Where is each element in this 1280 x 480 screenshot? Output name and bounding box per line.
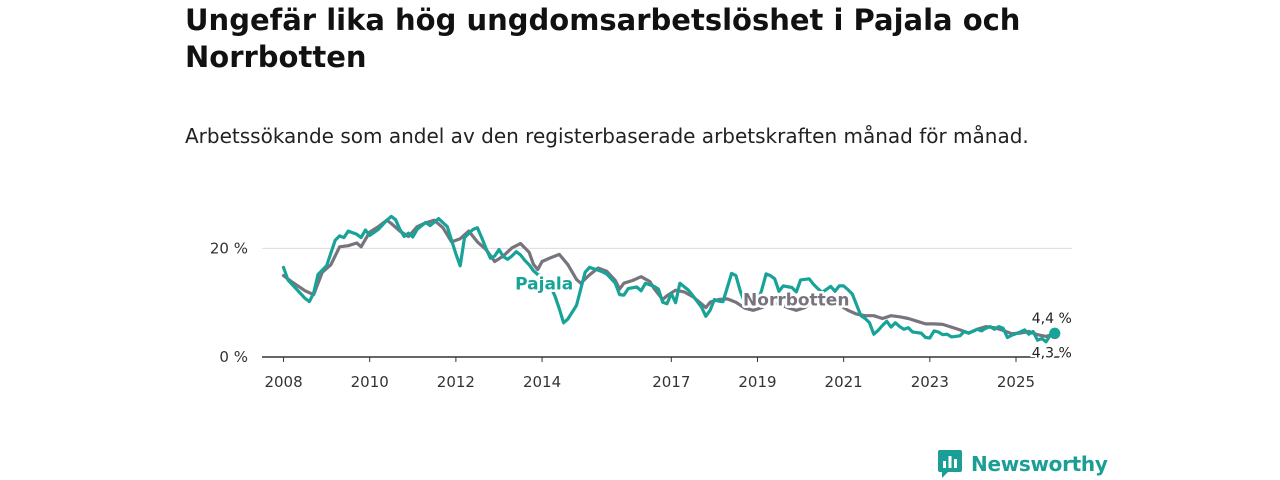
x-tick-label: 2019 (738, 373, 776, 391)
chart-subtitle: Arbetssökande som andel av den registerb… (185, 124, 1029, 148)
x-tick-label: 2008 (264, 373, 302, 391)
newsworthy-logo[interactable]: Newsworthy (937, 449, 1108, 479)
x-tick-label: 2014 (523, 373, 561, 391)
pajala-series-label: Pajala (515, 275, 573, 295)
x-tick-label: 2025 (997, 373, 1035, 391)
x-tick-label: 2017 (652, 373, 690, 391)
pajala-line (281, 214, 1057, 344)
series-labels: Norrbotten Pajala 4,3 % 4,4 % (513, 272, 1074, 363)
y-axis-ticks: 0 % 20 % (210, 239, 248, 366)
newsworthy-logo-icon (938, 450, 962, 478)
x-axis-ticks: 2008 2010 2012 2014 2017 2019 2021 2023 2025 (264, 357, 1035, 391)
x-tick-label: 2023 (911, 373, 949, 391)
x-tick-label: 2021 (825, 373, 863, 391)
norrbotten-line (281, 218, 1057, 338)
x-tick-label: 2010 (351, 373, 389, 391)
y-tick-label: 20 % (210, 239, 248, 257)
norrbotten-series-label: Norrbotten (743, 290, 849, 310)
gridlines (262, 247, 1072, 358)
brand-name: Newsworthy (971, 452, 1108, 476)
x-tick-label: 2012 (437, 373, 475, 391)
pajala-end-marker (1049, 327, 1061, 339)
chart-title: Ungefär lika hög ungdomsarbetslöshet i P… (185, 3, 1021, 74)
y-tick-label: 0 % (219, 348, 248, 366)
pajala-end-value-label: 4,4 % (1032, 311, 1072, 327)
series-lines (281, 214, 1061, 344)
norrbotten-end-value-label: 4,3 % (1032, 346, 1072, 362)
